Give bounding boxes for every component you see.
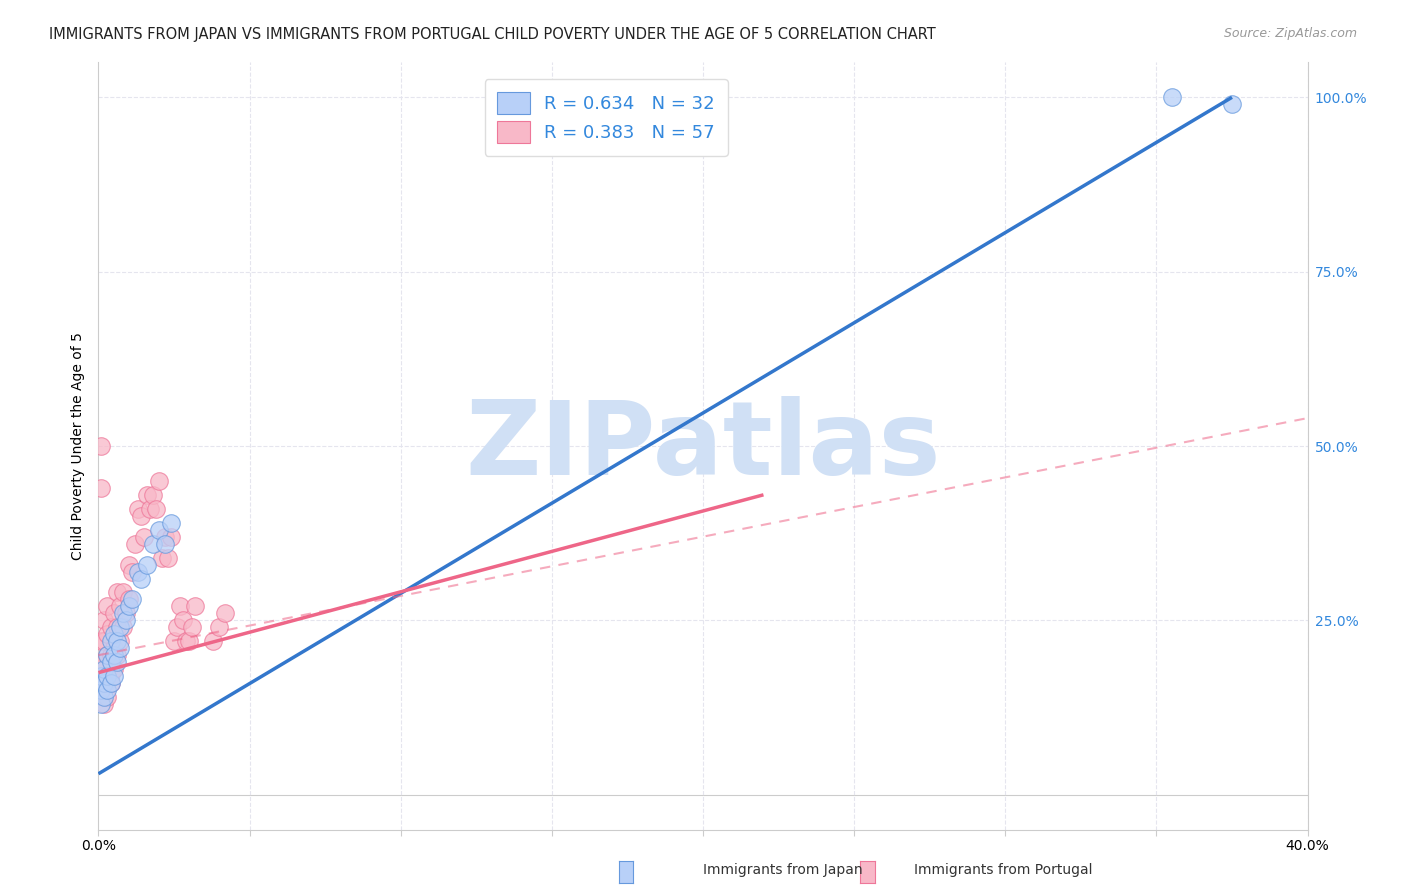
- Point: [90, 669, 112, 683]
- Point: [118, 558, 141, 572]
- Point: [121, 592, 143, 607]
- Point: [96, 599, 118, 614]
- Point: [93, 662, 115, 676]
- Point: [96, 669, 118, 683]
- Point: [96, 627, 118, 641]
- Point: [160, 530, 183, 544]
- Point: [89, 665, 111, 680]
- Point: [100, 620, 122, 634]
- Point: [148, 523, 170, 537]
- Point: [1160, 90, 1182, 104]
- Point: [103, 648, 125, 663]
- Point: [118, 599, 141, 614]
- Point: [153, 536, 176, 550]
- Point: [172, 613, 194, 627]
- Point: [96, 683, 118, 698]
- Point: [108, 641, 131, 656]
- Point: [90, 683, 112, 698]
- Text: Source: ZipAtlas.com: Source: ZipAtlas.com: [1223, 27, 1357, 40]
- Point: [93, 634, 115, 648]
- Point: [93, 676, 115, 690]
- Point: [103, 669, 125, 683]
- Point: [160, 516, 183, 530]
- Point: [100, 634, 122, 648]
- Point: [111, 585, 134, 599]
- Point: [163, 634, 186, 648]
- Point: [142, 488, 165, 502]
- Point: [108, 599, 131, 614]
- Point: [108, 620, 131, 634]
- Point: [129, 572, 152, 586]
- Point: [100, 648, 122, 663]
- Point: [93, 697, 115, 711]
- Point: [118, 592, 141, 607]
- Point: [100, 676, 122, 690]
- Point: [111, 607, 134, 621]
- Point: [90, 439, 112, 453]
- Legend: R = 0.634   N = 32, R = 0.383   N = 57: R = 0.634 N = 32, R = 0.383 N = 57: [485, 79, 728, 156]
- Text: Immigrants from Portugal: Immigrants from Portugal: [914, 863, 1092, 877]
- Point: [96, 648, 118, 663]
- Point: [114, 607, 136, 621]
- Point: [93, 690, 115, 704]
- Point: [90, 481, 112, 495]
- Point: [90, 683, 112, 698]
- Point: [132, 530, 155, 544]
- Point: [96, 690, 118, 704]
- Point: [103, 607, 125, 621]
- Point: [129, 508, 152, 523]
- Point: [1220, 97, 1243, 112]
- Point: [127, 565, 149, 579]
- Point: [174, 634, 197, 648]
- Point: [124, 536, 146, 550]
- Point: [184, 599, 207, 614]
- Point: [150, 550, 173, 565]
- Point: [114, 613, 136, 627]
- Point: [108, 634, 131, 648]
- Point: [111, 620, 134, 634]
- Point: [96, 669, 118, 683]
- Point: [100, 655, 122, 669]
- Point: [90, 655, 112, 669]
- Point: [156, 550, 179, 565]
- Text: ZIPatlas: ZIPatlas: [465, 395, 941, 497]
- Point: [148, 474, 170, 488]
- Point: [90, 634, 112, 648]
- Point: [93, 676, 115, 690]
- Point: [135, 488, 157, 502]
- Point: [105, 634, 128, 648]
- Point: [103, 641, 125, 656]
- Point: [93, 655, 115, 669]
- Point: [179, 634, 201, 648]
- Point: [153, 530, 176, 544]
- Point: [208, 620, 231, 634]
- Point: [105, 585, 128, 599]
- Point: [90, 697, 112, 711]
- Point: [214, 607, 236, 621]
- Point: [139, 501, 162, 516]
- Point: [103, 627, 125, 641]
- Point: [142, 536, 165, 550]
- Point: [105, 655, 128, 669]
- Point: [121, 565, 143, 579]
- Point: [105, 648, 128, 663]
- Point: [166, 620, 188, 634]
- Y-axis label: Child Poverty Under the Age of 5: Child Poverty Under the Age of 5: [70, 332, 84, 560]
- Point: [127, 501, 149, 516]
- Point: [169, 599, 191, 614]
- Text: IMMIGRANTS FROM JAPAN VS IMMIGRANTS FROM PORTUGAL CHILD POVERTY UNDER THE AGE OF: IMMIGRANTS FROM JAPAN VS IMMIGRANTS FROM…: [49, 27, 936, 42]
- Point: [93, 613, 115, 627]
- Point: [90, 669, 112, 683]
- Point: [202, 634, 225, 648]
- Point: [96, 648, 118, 663]
- Point: [181, 620, 204, 634]
- Point: [100, 676, 122, 690]
- Point: [105, 620, 128, 634]
- Point: [145, 501, 167, 516]
- Text: Immigrants from Japan: Immigrants from Japan: [703, 863, 863, 877]
- Point: [103, 662, 125, 676]
- Point: [135, 558, 157, 572]
